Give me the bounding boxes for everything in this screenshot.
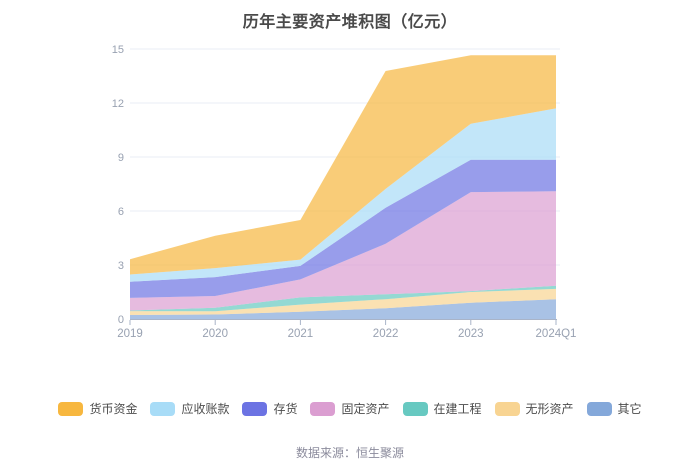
x-axis-label: 2021 [288, 328, 314, 340]
area-固定资产 [130, 191, 556, 311]
legend-item-货币资金[interactable]: 货币资金 [58, 400, 137, 417]
x-axis-label: 2024Q1 [536, 328, 577, 340]
legend-swatch-icon [494, 401, 520, 416]
legend-label: 存货 [273, 402, 298, 416]
x-axis-label: 2019 [117, 328, 143, 340]
area-在建工程 [130, 285, 556, 312]
legend-item-在建工程[interactable]: 在建工程 [402, 400, 482, 417]
legend-label: 固定资产 [341, 402, 390, 416]
legend-item-固定资产[interactable]: 固定资产 [310, 400, 390, 417]
legend-item-应收账款[interactable]: 应收账款 [150, 400, 229, 417]
y-axis-label: 6 [118, 206, 124, 218]
chart-legend: 货币资金 应收账款 存货 固定资产 在建工程 无形资产 其它 [0, 400, 700, 417]
area-其它 [130, 299, 556, 319]
legend-label: 应收账款 [181, 402, 230, 416]
chart-title: 历年主要资产堆积图（亿元） [242, 14, 458, 31]
x-axis-label: 2020 [202, 328, 228, 340]
y-axis-label: 12 [112, 98, 124, 110]
legend-item-无形资产[interactable]: 无形资产 [494, 400, 574, 417]
legend-swatch-icon [586, 401, 612, 416]
x-axis-label: 2022 [373, 328, 399, 340]
legend-item-存货[interactable]: 存货 [242, 400, 297, 417]
area-应收账款 [130, 108, 556, 282]
y-axis-label: 3 [118, 260, 124, 272]
y-axis-label: 0 [118, 314, 124, 326]
legend-label: 无形资产 [525, 402, 574, 416]
legend-item-其它[interactable]: 其它 [586, 400, 642, 417]
legend-swatch-icon [242, 401, 268, 416]
data-source-label: 数据来源：恒生聚源 [295, 446, 404, 460]
legend-swatch-icon [58, 401, 84, 416]
legend-swatch-icon [150, 401, 176, 416]
legend-label: 在建工程 [433, 402, 482, 416]
y-axis-label: 15 [112, 44, 124, 56]
x-axis-label: 2023 [458, 328, 484, 340]
y-axis-label: 9 [118, 152, 124, 164]
area-无形资产 [130, 288, 556, 315]
area-存货 [130, 159, 556, 298]
area-货币资金 [130, 55, 556, 275]
legend-swatch-icon [310, 401, 336, 416]
legend-swatch-icon [402, 401, 428, 416]
legend-label: 货币资金 [89, 402, 138, 416]
legend-label: 其它 [617, 402, 642, 416]
